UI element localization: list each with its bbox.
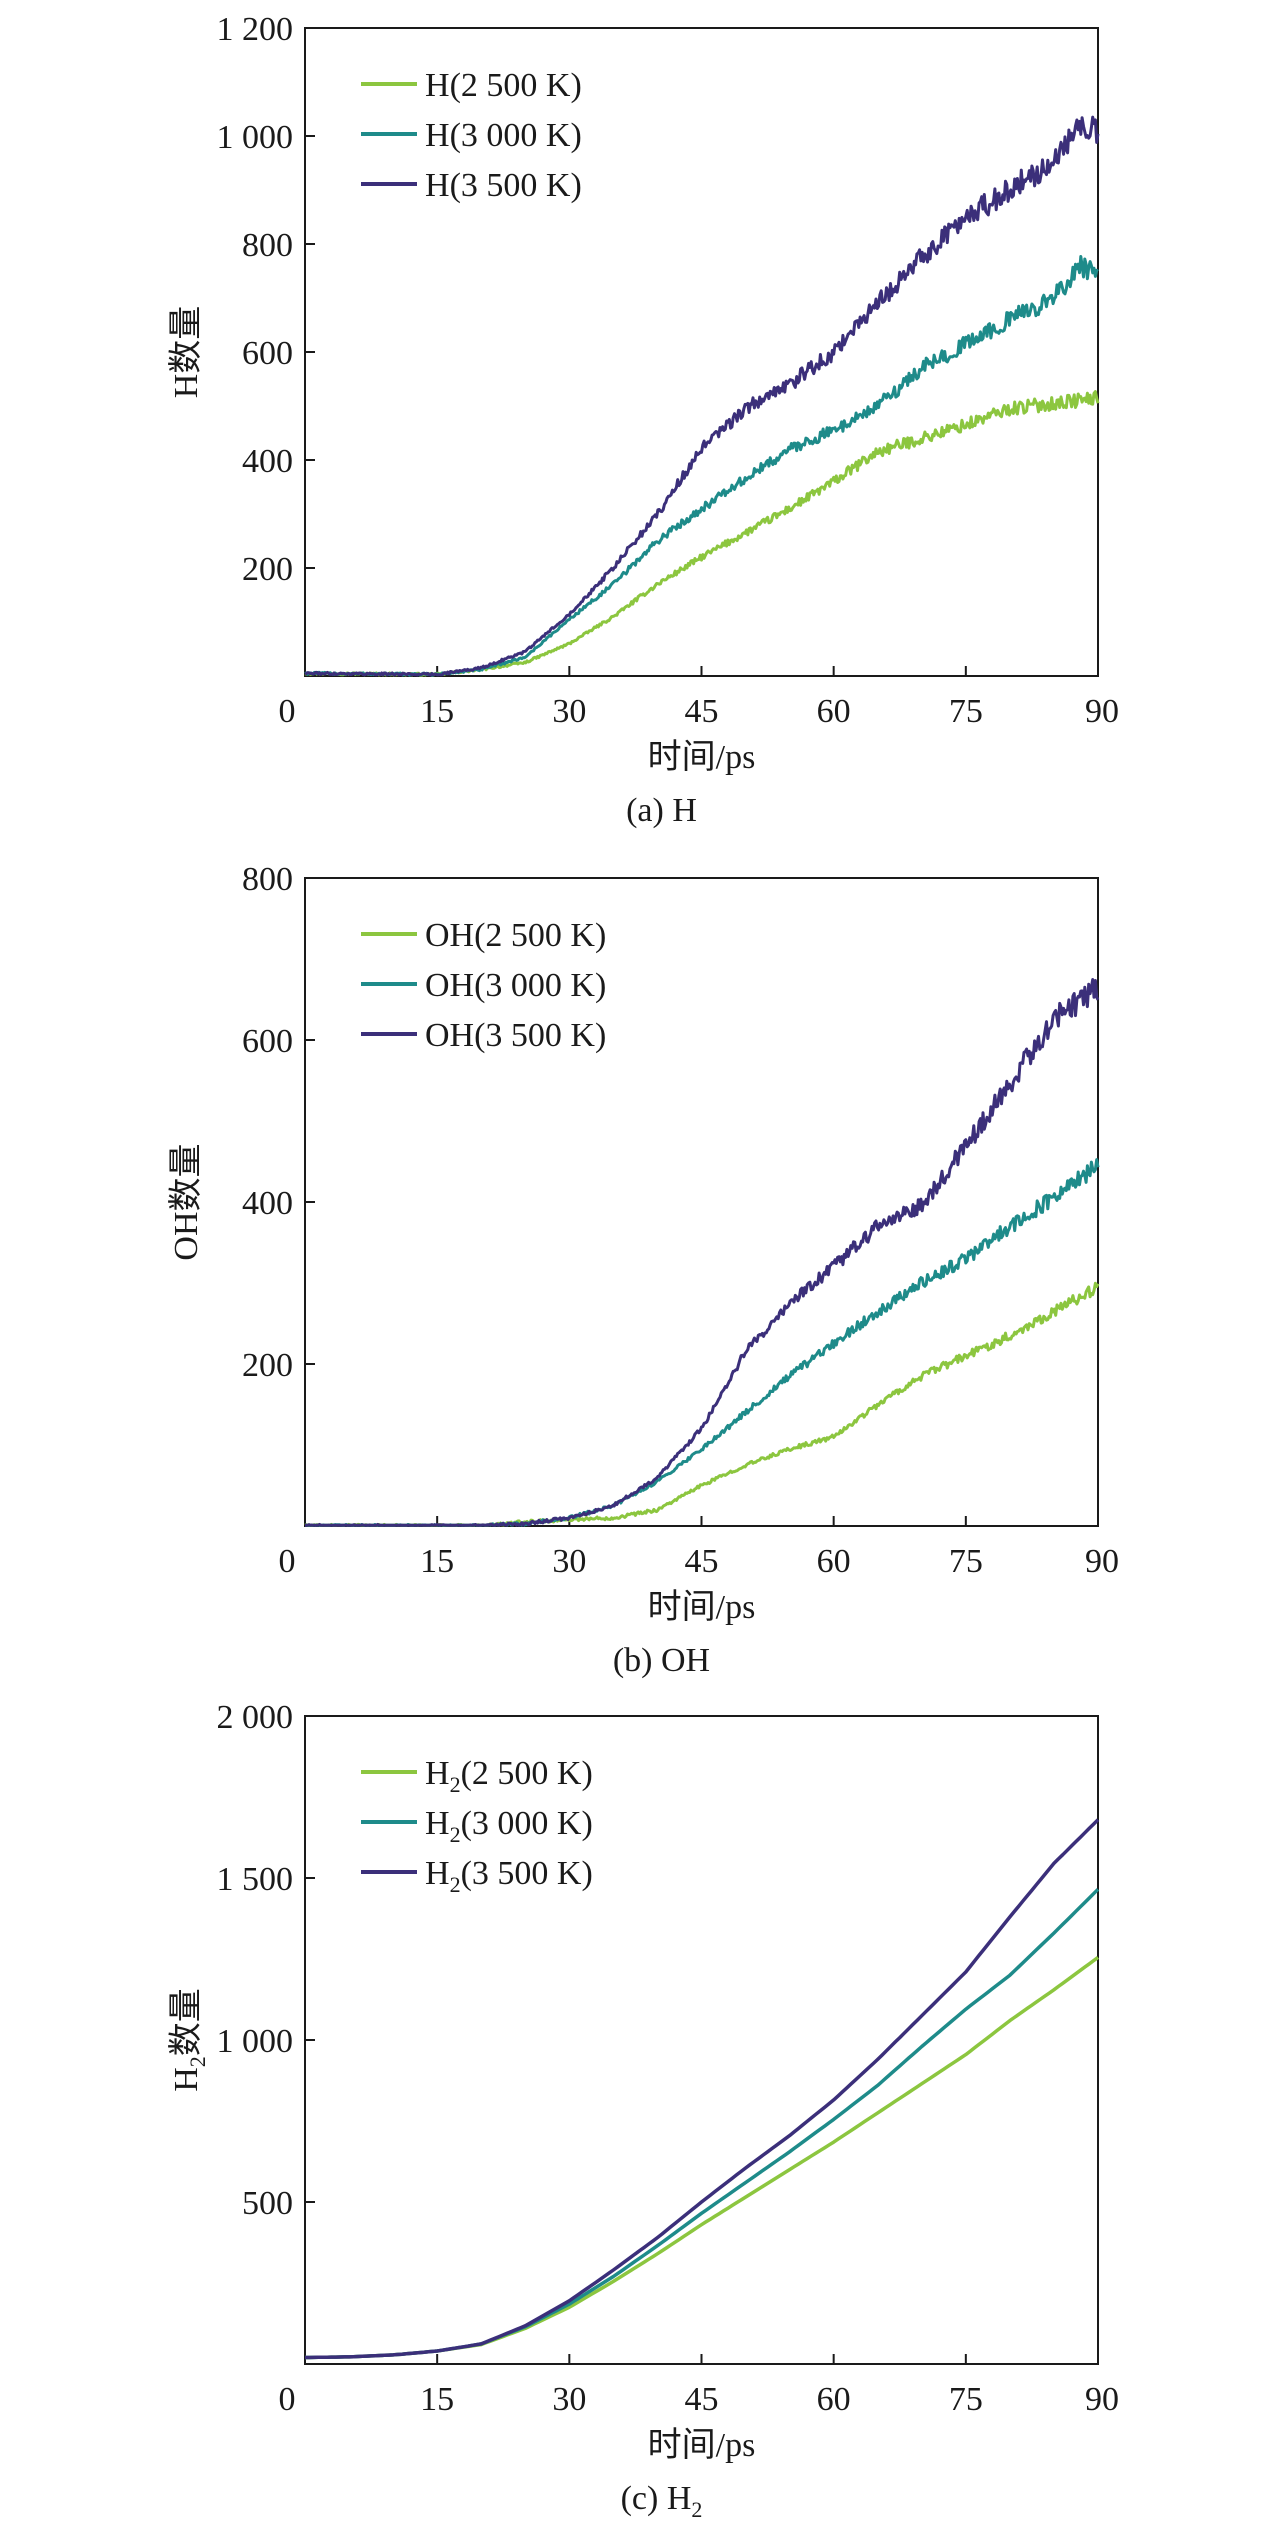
x-axis-title: 时间/ps — [648, 739, 756, 776]
panel-caption-main: (a) H — [626, 792, 697, 829]
y-axis-title-suffix: 数量 — [167, 306, 205, 374]
legend-label: H2(3 500 K) — [425, 1855, 593, 1897]
x-tick-label: 90 — [1085, 693, 1119, 730]
y-tick-label: 1 500 — [217, 1861, 294, 1898]
y-tick-label: 1 000 — [217, 2023, 294, 2060]
panel-caption-main: (c) H — [621, 2480, 692, 2517]
series-lines — [304, 115, 1100, 677]
legend-label: H2(2 500 K) — [425, 1755, 593, 1797]
x-tick-label: 45 — [685, 1543, 719, 1580]
y-tick-label: 1 000 — [217, 119, 294, 156]
y-axis-title-suffix: 数量 — [167, 1988, 205, 2056]
x-tick-label: 75 — [949, 1543, 983, 1580]
x-tick-label: 30 — [552, 1543, 586, 1580]
series-line-3 — [304, 978, 1100, 1527]
legend: H(2 500 K) H(3 000 K) H(3 500 K) — [361, 67, 582, 204]
legend-label: H(2 500 K) — [425, 67, 582, 104]
y-tick-label: 600 — [242, 335, 293, 372]
x-tick-label: 45 — [685, 693, 719, 730]
y-tick-label: 600 — [242, 1023, 293, 1060]
y-axis-ticks: 500 1 000 1 500 2 000 — [217, 1699, 315, 2222]
x-tick-label: 0 — [279, 2381, 296, 2418]
x-tick-label: 60 — [817, 1543, 851, 1580]
x-tick-label: 15 — [420, 693, 454, 730]
y-tick-label: 200 — [242, 1347, 293, 1384]
x-tick-label: 45 — [685, 2381, 719, 2418]
y-tick-label: 400 — [242, 443, 293, 480]
y-tick-label: 2 000 — [217, 1699, 294, 1736]
y-tick-label: 200 — [242, 551, 293, 588]
y-tick-label: 800 — [242, 861, 293, 898]
y-axis-title: H数量 — [167, 306, 205, 399]
panel-caption-subscript: 2 — [691, 2497, 702, 2522]
x-axis-ticks: 0 15 30 45 60 75 90 — [279, 666, 1119, 730]
legend-label: OH(3 500 K) — [425, 1017, 606, 1054]
y-axis-ticks: 200 400 600 800 1 000 1 200 — [217, 11, 315, 588]
legend-label: H(3 500 K) — [425, 167, 582, 204]
series-lines — [305, 1818, 1100, 2360]
series-line-3 — [305, 1818, 1100, 2360]
x-tick-label: 75 — [949, 693, 983, 730]
y-tick-label: 500 — [242, 2185, 293, 2222]
x-tick-label: 30 — [552, 2381, 586, 2418]
x-axis-ticks: 0 15 30 45 60 75 90 — [279, 1516, 1119, 1580]
legend-label: OH(2 500 K) — [425, 917, 606, 954]
legend-label: H2(3 000 K) — [425, 1805, 593, 1847]
y-axis-title-subscript: 2 — [185, 2056, 210, 2067]
x-axis-ticks: 0 15 30 45 60 75 90 — [279, 2354, 1119, 2418]
x-tick-label: 90 — [1085, 2381, 1119, 2418]
series-line-3 — [304, 115, 1100, 677]
x-tick-label: 0 — [279, 693, 296, 730]
panel-caption: (a) H — [626, 792, 697, 829]
x-tick-label: 60 — [817, 693, 851, 730]
panel-caption: (b) OH — [613, 1642, 710, 1679]
panel-caption-main: (b) OH — [613, 1642, 710, 1679]
y-tick-label: 400 — [242, 1185, 293, 1222]
legend: OH(2 500 K) OH(3 000 K) OH(3 500 K) — [361, 917, 606, 1054]
y-axis-title-main: OH — [168, 1211, 205, 1260]
x-axis-title: 时间/ps — [648, 1589, 756, 1626]
legend-label: OH(3 000 K) — [425, 967, 606, 1004]
x-axis-title: 时间/ps — [648, 2427, 756, 2464]
y-tick-label: 1 200 — [217, 11, 294, 48]
y-axis-title-main: H — [168, 374, 205, 399]
x-tick-label: 90 — [1085, 1543, 1119, 1580]
series-lines — [304, 978, 1100, 1527]
y-axis-ticks: 200 400 600 800 — [242, 861, 315, 1384]
x-tick-label: 30 — [552, 693, 586, 730]
panel-caption: (c) H2 — [621, 2480, 703, 2522]
y-axis-title: OH数量 — [167, 1143, 205, 1260]
y-axis-title-suffix: 数量 — [167, 1143, 205, 1211]
x-tick-label: 15 — [420, 1543, 454, 1580]
y-axis-title-main: H — [168, 2067, 205, 2092]
legend: H2(2 500 K) H2(3 000 K) H2(3 500 K) — [361, 1755, 593, 1897]
x-tick-label: 60 — [817, 2381, 851, 2418]
x-tick-label: 0 — [279, 1543, 296, 1580]
x-tick-label: 75 — [949, 2381, 983, 2418]
panel-a-h-count: 200 400 600 800 1 000 1 200 0 15 30 45 60 75 90 H(2… — [167, 11, 1119, 829]
x-tick-label: 15 — [420, 2381, 454, 2418]
y-axis-title: H2数量 — [167, 1988, 210, 2092]
legend-label: H(3 000 K) — [425, 117, 582, 154]
panel-c-h2-count: 500 1 000 1 500 2 000 0 15 30 45 60 75 90 H2(2 50… — [167, 1699, 1119, 2522]
y-tick-label: 800 — [242, 227, 293, 264]
